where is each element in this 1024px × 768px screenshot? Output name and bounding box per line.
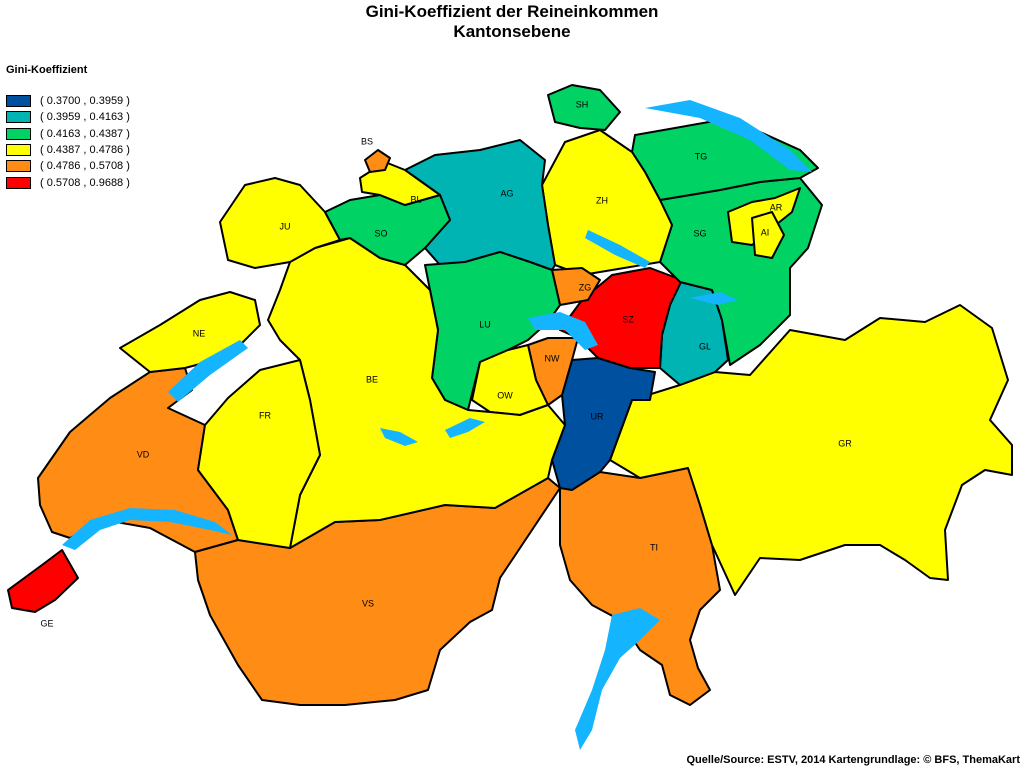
canton-label: AG xyxy=(500,188,513,198)
canton-label: NW xyxy=(545,353,560,363)
canton-region-ge xyxy=(7,549,79,613)
canton-label: SZ xyxy=(622,314,634,324)
canton-label: JU xyxy=(280,221,291,231)
legend-item: ( 0.5708 , 0.9688 ) xyxy=(6,174,130,190)
legend-item: ( 0.4786 , 0.5708 ) xyxy=(6,158,130,174)
legend-swatch xyxy=(6,160,31,173)
legend-swatch xyxy=(6,95,31,108)
legend-item: ( 0.4163 , 0.4387 ) xyxy=(6,126,130,142)
lake-walen xyxy=(690,292,738,305)
map-subtitle: Kantonsebene xyxy=(453,22,571,41)
canton-label: GR xyxy=(838,438,852,448)
canton-label: BL xyxy=(410,194,421,204)
legend-label: ( 0.3700 , 0.3959 ) xyxy=(40,95,130,108)
lake-lucerne xyxy=(528,312,598,350)
legend: ( 0.3700 , 0.3959 ) ( 0.3959 , 0.4163 ) … xyxy=(6,93,130,191)
canton-label: GE xyxy=(40,618,53,628)
canton-label: SG xyxy=(693,228,706,238)
lake-constance xyxy=(645,100,812,172)
lake-thun xyxy=(380,428,418,446)
legend-label: ( 0.4786 , 0.5708 ) xyxy=(40,160,130,173)
legend-item: ( 0.4387 , 0.4786 ) xyxy=(6,142,130,158)
legend-item: ( 0.3700 , 0.3959 ) xyxy=(6,93,130,109)
legend-label: ( 0.5708 , 0.9688 ) xyxy=(40,176,130,189)
lake-brienz xyxy=(445,418,485,438)
canton-region-ne xyxy=(119,291,261,373)
canton-label: ZG xyxy=(579,282,592,292)
canton-label: TG xyxy=(695,151,708,161)
legend-label: ( 0.3959 , 0.4163 ) xyxy=(40,111,130,124)
canton-label: LU xyxy=(479,319,491,329)
canton-label: BE xyxy=(366,374,378,384)
lake-maggiore xyxy=(575,608,660,750)
canton-label: OW xyxy=(497,390,513,400)
canton-label: SH xyxy=(576,99,589,109)
canton-label: VD xyxy=(137,449,150,459)
canton-label: TI xyxy=(650,542,658,552)
canton-region-sh xyxy=(547,84,621,131)
canton-label: BS xyxy=(361,136,373,146)
canton-label: AI xyxy=(761,227,770,237)
canton-label: SO xyxy=(374,228,387,238)
lake-neuchatel xyxy=(168,340,248,402)
legend-swatch xyxy=(6,144,31,157)
legend-label: ( 0.4387 , 0.4786 ) xyxy=(40,144,130,157)
canton-label: AR xyxy=(770,202,783,212)
legend-swatch xyxy=(6,111,31,124)
canton-label: GL xyxy=(699,341,711,351)
canton-region-bs xyxy=(364,149,391,173)
source-credit: Quelle/Source: ESTV, 2014 Kartengrundlag… xyxy=(686,754,1020,766)
canton-label: NE xyxy=(193,328,206,338)
canton-region-gr xyxy=(609,304,1013,596)
legend-swatch xyxy=(6,176,31,189)
canton-label: ZH xyxy=(596,195,608,205)
lake-geneva xyxy=(62,508,232,550)
canton-region-fr xyxy=(197,359,321,549)
canton-label: VS xyxy=(362,598,374,608)
canton-region-ai xyxy=(751,211,785,259)
legend-title: Gini-Koeffizient xyxy=(6,64,88,76)
legend-swatch xyxy=(6,127,31,140)
canton-label: UR xyxy=(591,411,604,421)
lake-zurich xyxy=(585,230,650,268)
canton-region-ti xyxy=(559,467,721,706)
canton-label: FR xyxy=(259,410,271,420)
canton-region-so xyxy=(324,194,451,266)
legend-item: ( 0.3959 , 0.4163 ) xyxy=(6,109,130,125)
map-title: Gini-Koeffizient der Reineinkommen xyxy=(365,2,659,21)
legend-label: ( 0.4163 , 0.4387 ) xyxy=(40,127,130,140)
